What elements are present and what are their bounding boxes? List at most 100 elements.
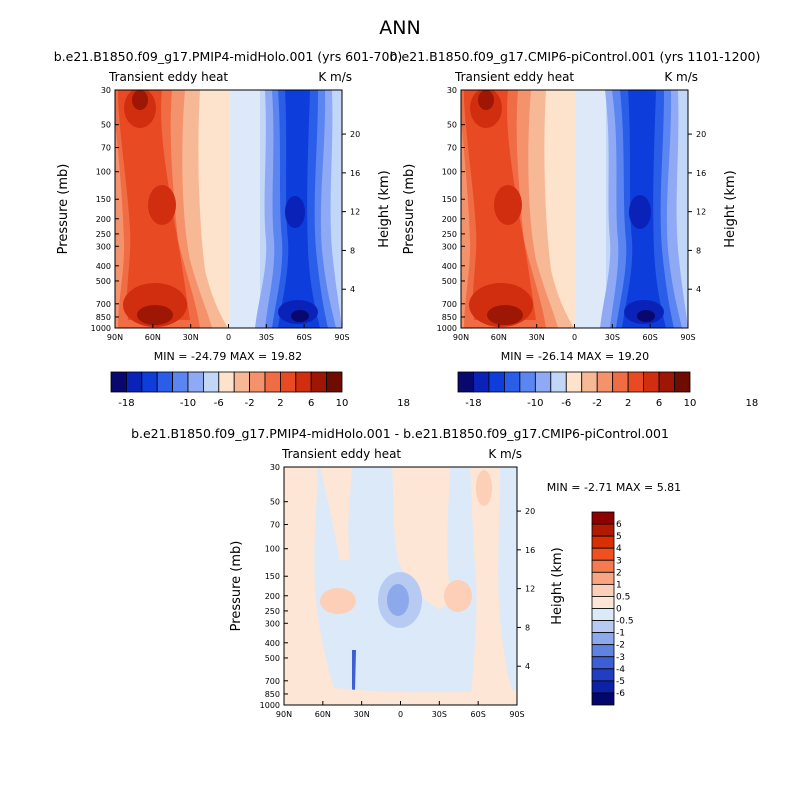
colorbar-label: 10 [336,398,349,409]
colorbar-label: -6 [214,398,224,409]
neg-streak [352,650,356,690]
y-right-tick-label: 12 [350,208,360,217]
colorbar-label: 4 [616,544,622,554]
y-tick-label: 70 [447,144,457,153]
y-right-tick-label: 20 [696,130,706,139]
y-right-tick-label: 12 [696,208,706,217]
colorbar-box [591,656,615,670]
north-max-bot-core [137,305,173,325]
y-right-tick-label: 20 [350,130,360,139]
panel-subtitle-right: K m/s [318,70,352,84]
surface-pos [284,680,517,705]
pos-blob-south-top [476,470,492,506]
colorbar-box [591,632,615,646]
x-tick-label: 0 [398,710,403,719]
colorbar-label: -6 [561,398,571,409]
x-tick-label: 90S [509,710,524,719]
y-tick-label: 150 [96,195,111,204]
y-axis-label-right: Height (km) [723,170,738,247]
y-tick-label: 200 [442,215,457,224]
panel-subtitle-right: K m/s [488,447,522,461]
colorbar-box [596,371,614,393]
colorbar-box [591,596,615,609]
north-max-mid [494,185,522,225]
y-tick-label: 150 [265,572,280,581]
x-tick-label: 90N [107,333,123,342]
colorbar-box [591,511,615,525]
colorbar-box [126,371,143,393]
north-max-bot-core [487,305,523,325]
panel-title: b.e21.B1850.f09_g17.PMIP4-midHolo.001 (y… [54,49,403,64]
y-tick-label: 700 [265,677,280,686]
colorbar-box [565,371,583,393]
colorbar: 6 5 4 3 2 1 0.5 0 -0.5 -1 -2 -3 -4 -5 -6 [591,511,634,706]
colorbar-box [658,371,675,393]
south-min-mid [285,196,305,228]
colorbar-label: -18 [465,398,481,409]
colorbar-label: -3 [616,653,625,663]
y-right-tick-label: 8 [525,623,530,632]
pale-band [576,90,606,328]
x-tick-label: 60S [471,710,486,719]
colorbar-box [218,371,235,393]
x-tick-label: 60N [491,333,507,342]
colorbar-label: 18 [397,398,410,409]
contour-field [115,90,342,328]
colorbar-label: 2 [625,398,631,409]
colorbar-label: 6 [616,520,622,530]
x-tick-label: 30S [605,333,620,342]
y-tick-label: 150 [442,195,457,204]
colorbar-box [591,644,615,658]
y-tick-label: 400 [442,262,457,271]
y-tick-label: 850 [265,690,280,699]
contour-field [284,467,517,705]
y-right-tick-label: 20 [525,507,535,516]
x-tick-label: 90N [453,333,469,342]
y-right-tick-label: 4 [525,662,530,671]
y-tick-label: 250 [96,230,111,239]
axes: 30 50 70 100 150 200 250 300 400 500 700 850 1000 20 1… [260,463,536,719]
x-tick-label: 60N [145,333,161,342]
x-tick-label: 60N [315,710,331,719]
y-axis-label-right: Height (km) [377,170,392,247]
y-axis-label: Pressure (mb) [402,164,417,255]
colorbar-label: -10 [527,398,543,409]
neg-blob-c2 [387,584,409,616]
contour-field [461,90,688,328]
pale-band [230,90,260,328]
y-tick-label: 1000 [91,324,111,333]
y-right-tick-label: 12 [525,585,535,594]
south-min-bot-core [291,310,309,322]
colorbar-box [591,523,615,537]
colorbar-label: -5 [616,677,625,687]
x-tick-label: 30N [354,710,370,719]
y-tick-label: 50 [270,498,280,507]
panel-subtitle-left: Transient eddy heat [108,70,228,84]
figure-title: ANN [379,17,420,39]
colorbar-box [279,371,297,393]
x-tick-label: 30N [183,333,199,342]
y-axis-label: Pressure (mb) [56,164,71,255]
colorbar-box [295,371,312,393]
x-tick-label: 90S [334,333,349,342]
colorbar-box [591,535,615,549]
y-tick-label: 400 [96,262,111,271]
colorbar-box [141,371,158,393]
panel-title: b.e21.B1850.f09_g17.CMIP6-piControl.001 … [390,49,761,64]
y-axis-label-right: Height (km) [550,547,565,624]
colorbar-box [591,559,615,573]
colorbar-label: 5 [616,532,622,542]
pos-blob-north [320,588,356,614]
colorbar-box [249,371,266,393]
y-right-tick-label: 8 [350,246,355,255]
colorbar-box [591,583,615,597]
pos-region-south [470,467,517,705]
pos-blob-south [444,580,472,612]
north-max-top-core [132,90,148,110]
y-tick-label: 100 [442,168,457,177]
colorbar-label: -4 [616,665,625,675]
panel-subtitle-right: K m/s [664,70,698,84]
minmax-label: MIN = -24.79 MAX = 19.82 [154,350,302,363]
y-tick-label: 30 [101,86,111,95]
y-right-tick-label: 4 [696,285,701,294]
